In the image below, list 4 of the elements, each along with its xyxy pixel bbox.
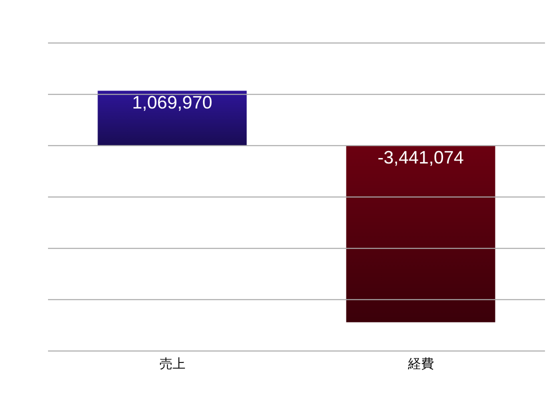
x-tick-label: 経費 [406, 356, 434, 372]
data-label: -3,441,074 [378, 148, 464, 168]
data-label: 1,069,970 [132, 92, 212, 113]
x-tick-label: 売上 [159, 356, 186, 372]
